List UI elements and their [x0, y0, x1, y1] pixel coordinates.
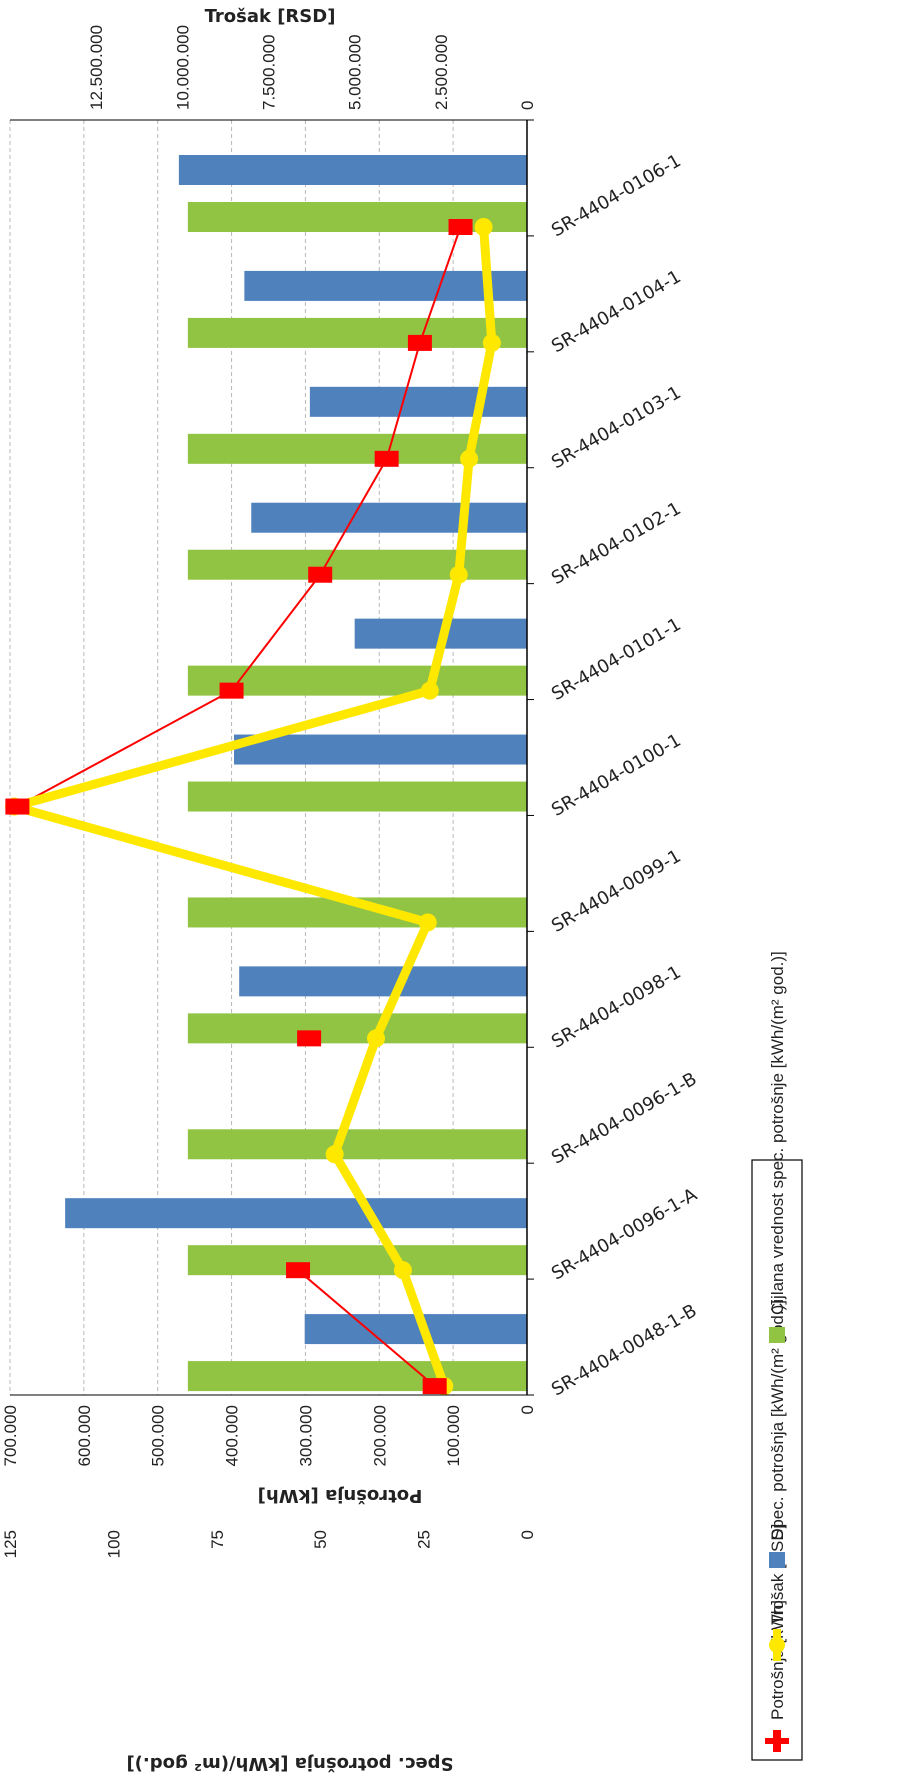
potrosnja-tick-label: 600.000 — [75, 1405, 94, 1466]
potrosnja-tick-label: 0 — [518, 1405, 537, 1414]
potrosnja-point — [374, 450, 399, 467]
potrosnja-axis-title: Potrošnja [kWh] — [258, 1485, 423, 1506]
trosak-bar — [234, 734, 528, 765]
spec-tick-label: 0 — [518, 1530, 537, 1539]
potrosnja-point — [297, 1030, 322, 1047]
trosak-tick-label: 5.000.000 — [346, 34, 365, 110]
potrosnja-point — [308, 566, 333, 583]
legend-label: Trošak [RSD] — [768, 1524, 787, 1625]
potrosnja-tick-label: 500.000 — [149, 1405, 168, 1466]
legend-label: Cijlana vrednost spec. potrošnje [kWh/(m… — [768, 951, 787, 1315]
target-bar — [187, 1129, 527, 1160]
target-bar — [187, 781, 527, 812]
spec-point — [418, 913, 437, 932]
spec-point — [449, 565, 468, 584]
potrosnja-point — [219, 682, 244, 699]
trosak-tick-label: 12.500.000 — [87, 25, 106, 110]
target-bar — [187, 665, 527, 696]
legend: Potrošnja [kWh]Trošak [RSD]Spec. potrošn… — [751, 951, 803, 1761]
trosak-bar — [239, 966, 527, 997]
spec-tick-label: 25 — [415, 1530, 434, 1549]
spec-point — [474, 218, 493, 236]
trosak-bar — [178, 155, 528, 185]
legend-marker-trosak — [769, 1637, 785, 1653]
legend-marker-potrosnja — [765, 1738, 789, 1744]
trosak-bar — [251, 502, 527, 533]
potrosnja-tick-label: 100.000 — [444, 1405, 463, 1466]
spec-tick-label: 125 — [1, 1530, 20, 1558]
target-bar — [187, 1361, 527, 1392]
potrosnja-line — [16, 226, 462, 808]
trosak-tick-label: 10.000.000 — [173, 25, 192, 110]
potrosnja-point — [422, 1378, 447, 1395]
trosak-axis-title: Trošak [RSD] — [205, 6, 336, 27]
legend-label: Spec. potrošnja [kWh/(m² god.)] — [768, 1300, 787, 1540]
target-bar — [187, 1013, 527, 1044]
spec-tick-label: 100 — [104, 1530, 123, 1558]
spec-point — [460, 449, 479, 468]
axes: 0 100.000 200.000 300.000 400.000 500.000 600.… — [1, 6, 537, 1774]
potrosnja-tick-label: 300.000 — [296, 1405, 315, 1466]
spec-point — [420, 681, 439, 700]
trosak-bar — [244, 270, 527, 301]
bars — [65, 155, 528, 1392]
potrosnja-tick-label: 700.000 — [1, 1405, 20, 1466]
spec-point — [393, 1261, 412, 1280]
spec-point — [367, 1029, 386, 1048]
potrosnja-point — [5, 798, 30, 815]
target-bar — [187, 317, 527, 348]
spec-point — [325, 1145, 344, 1164]
spec-tick-label: 75 — [208, 1530, 227, 1549]
trosak-bar — [65, 1198, 527, 1229]
potrosnja-tick-label: 400.000 — [223, 1405, 242, 1466]
potrosnja-point — [286, 1262, 311, 1279]
legend-marker-spec — [769, 1552, 785, 1568]
legend-marker-target — [769, 1327, 785, 1343]
trosak-tick-label: 2.500.000 — [432, 34, 451, 110]
trosak-bar — [309, 386, 527, 417]
potrosnja-line — [297, 1269, 436, 1387]
target-bar — [187, 1245, 527, 1276]
trosak-tick-label: 7.500.000 — [260, 34, 279, 110]
trosak-tick-label: 0 — [518, 101, 537, 110]
series-lines — [5, 218, 501, 1396]
potrosnja-point — [407, 334, 432, 351]
target-bar — [187, 549, 527, 580]
spec-tick-label: 50 — [311, 1530, 330, 1549]
potrosnja-point — [448, 219, 473, 235]
spec-axis-title: Spec. potrošnja [kWh/(m² god.)] — [126, 1753, 453, 1774]
potrosnja-tick-label: 200.000 — [370, 1405, 389, 1466]
spec-point — [482, 333, 501, 352]
